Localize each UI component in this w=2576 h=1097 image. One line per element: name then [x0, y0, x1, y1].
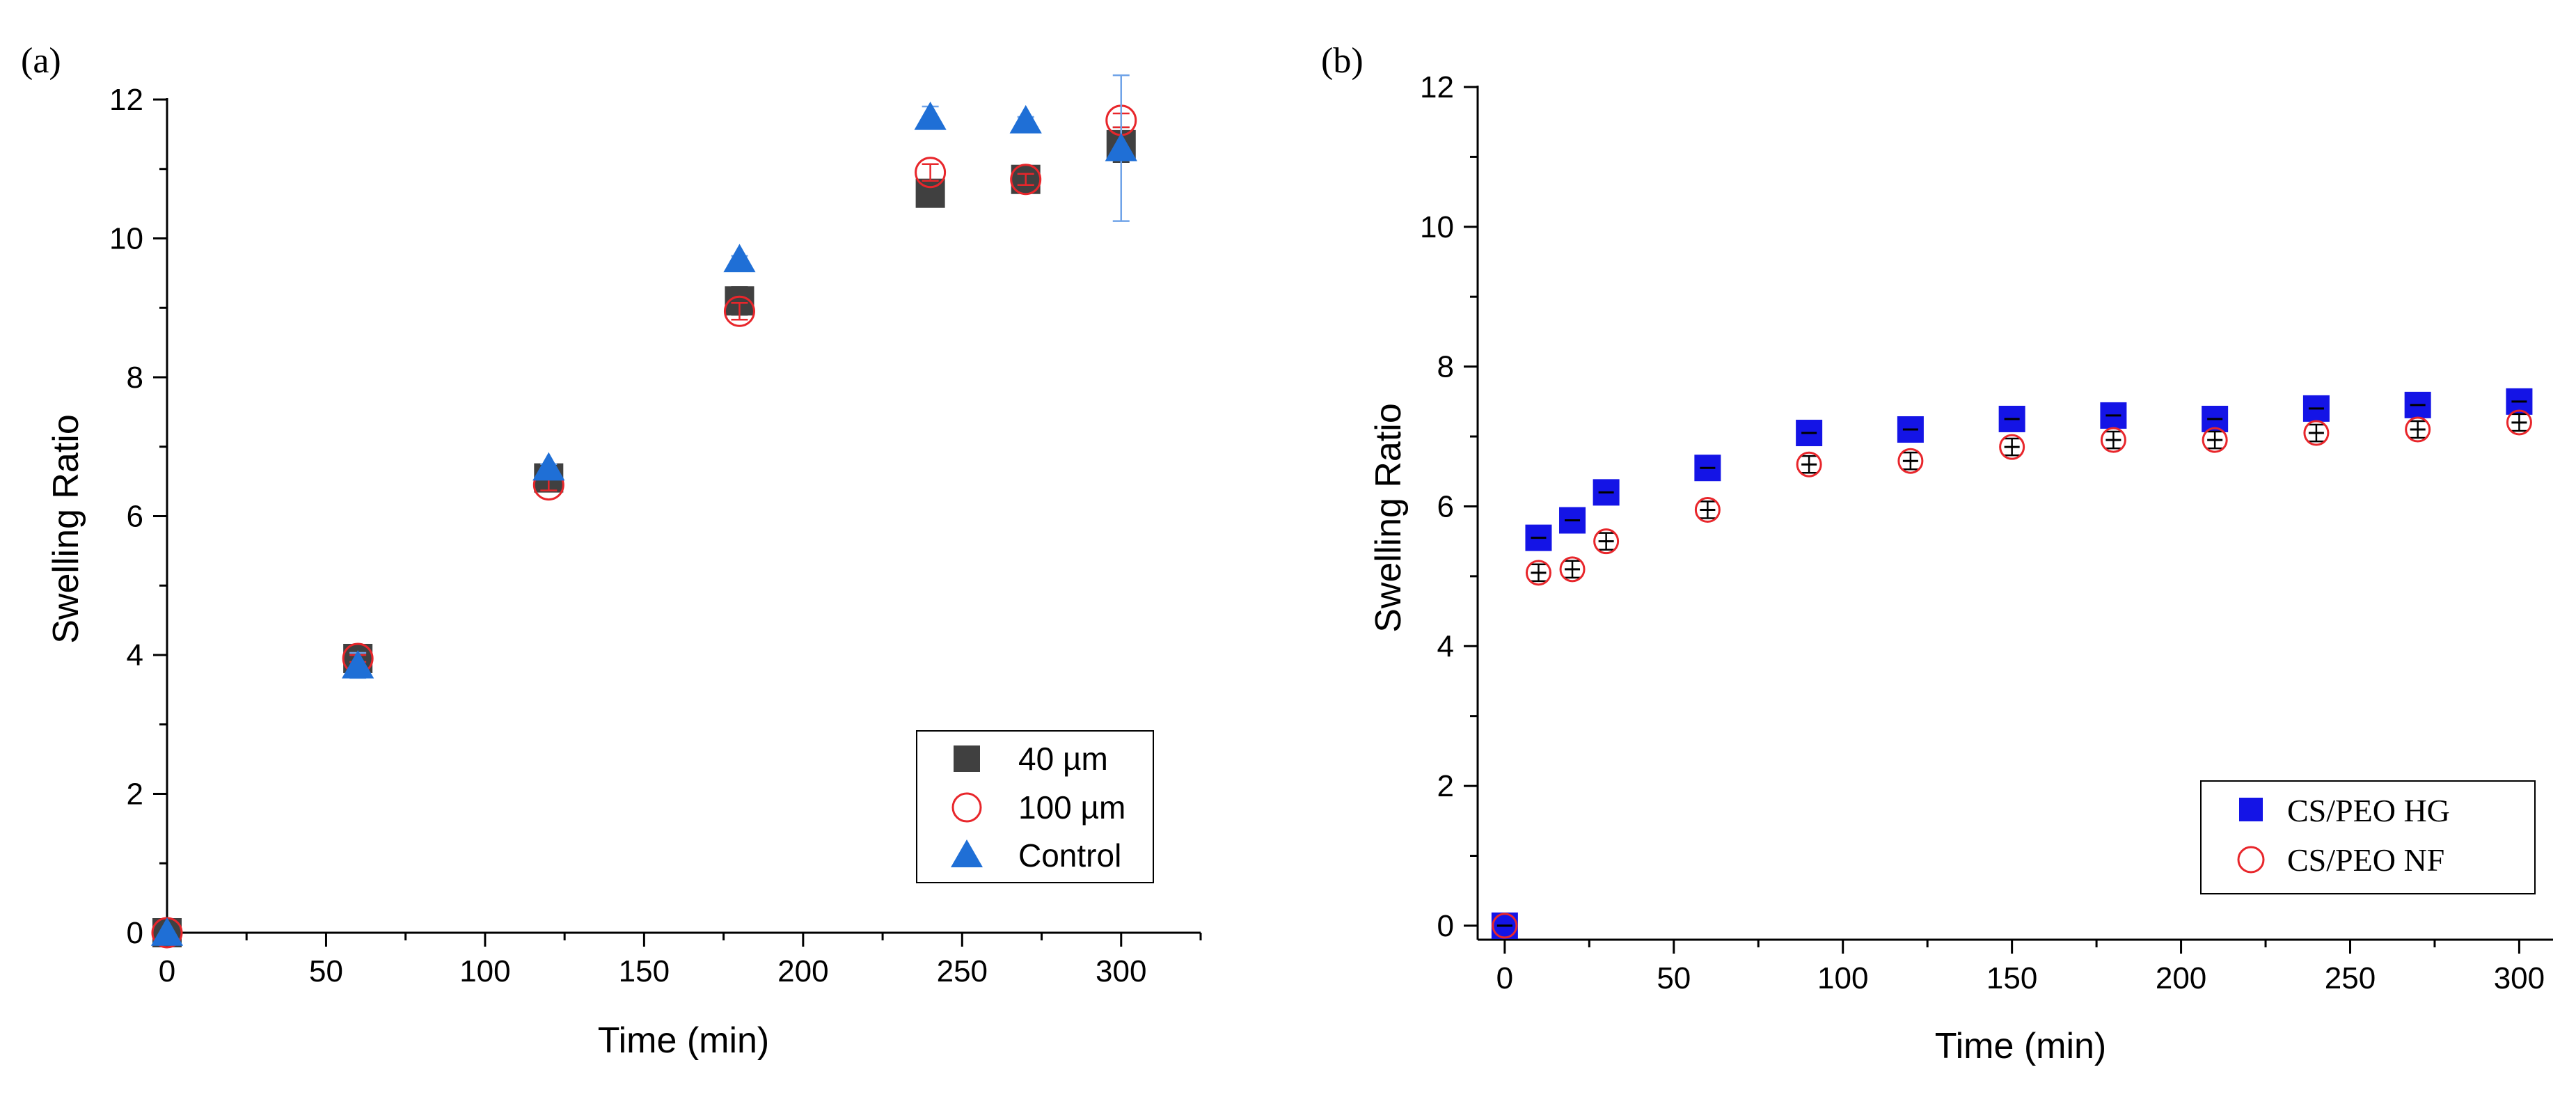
point-control [532, 452, 565, 481]
legend-marker-40um [954, 745, 980, 772]
y-tick-label-a: 0 [127, 916, 143, 950]
y-tick-label-b: 6 [1437, 489, 1454, 523]
chart-panel-a: (a) Swelling Ratio Time (min) 0 50 100 150 2… [21, 41, 1202, 1061]
x-tick-label-b: 100 [1817, 961, 1868, 995]
legend-marker-nf [2237, 846, 2265, 874]
y-tick-label-b: 0 [1437, 909, 1454, 943]
x-axis-title-a: Time (min) [598, 1020, 770, 1061]
point-control [342, 649, 374, 679]
legend-label-nf: CS/PEO NF [2287, 842, 2444, 878]
data-marks-b [1491, 388, 2533, 939]
y-tick-label-a: 10 [109, 222, 143, 256]
x-tick-label-b: 250 [2325, 961, 2376, 995]
y-tick-label-a: 2 [127, 778, 143, 812]
x-tick-label-a: 0 [159, 954, 175, 988]
x-axis-title-b: Time (min) [1935, 1026, 2107, 1066]
y-tick-label-b: 12 [1420, 70, 1454, 104]
y-axis-title-b: Swelling Ratio [1368, 403, 1409, 633]
point-cs-peo-nf [2303, 420, 2330, 446]
y-tick-label-a: 4 [127, 638, 143, 672]
point-cs-peo-nf [1999, 434, 2025, 460]
chart-panel-b: (b) Swelling Ratio Time (min) 0 50 100 150 2… [1321, 41, 2553, 1066]
point-cs-peo-nf [2405, 416, 2431, 443]
x-tick-label-b: 0 [1496, 961, 1513, 995]
axes-a: 0 50 100 150 200 250 300 0 2 4 6 8 10 12 [109, 83, 1202, 988]
panel-label-a: (a) [21, 41, 61, 81]
x-tick-label-b: 200 [2156, 961, 2206, 995]
point-100-m [1010, 164, 1042, 196]
point-control [1009, 104, 1042, 134]
axes-b: 0 50 100 150 200 250 300 0 2 4 6 8 10 12 [1420, 70, 2553, 995]
x-tick-label-b: 50 [1657, 961, 1691, 995]
legend-marker-100um [951, 792, 982, 823]
y-tick-label-a: 12 [109, 83, 143, 117]
series-cs-peo-nf [1492, 409, 2532, 939]
x-tick-label-a: 250 [937, 954, 988, 988]
y-tick-label-b: 10 [1420, 210, 1454, 244]
x-tick-label-b: 150 [1986, 961, 2037, 995]
point-control [150, 917, 184, 946]
series-control [150, 74, 1137, 946]
x-tick-label-a: 200 [777, 954, 828, 988]
legend-label-100um: 100 µm [1018, 789, 1125, 826]
series-cs-peo-hg [1491, 388, 2533, 939]
point-cs-peo-nf [1796, 451, 1822, 478]
point-cs-peo-nf [2100, 427, 2126, 453]
y-tick-label-b: 4 [1437, 629, 1454, 663]
point-cs-peo-nf [1559, 556, 1586, 583]
point-cs-peo-nf [2202, 427, 2228, 453]
y-tick-label-b: 8 [1437, 350, 1454, 384]
point-cs-peo-nf [1525, 560, 1551, 586]
y-tick-label-b: 2 [1437, 769, 1454, 803]
point-control [914, 101, 947, 130]
x-tick-label-a: 50 [309, 954, 343, 988]
point-cs-peo-nf [1897, 448, 1924, 474]
y-tick-label-a: 6 [127, 500, 143, 534]
data-marks-a [150, 74, 1137, 949]
legend-marker-control [951, 839, 983, 867]
point-100-m [723, 295, 755, 327]
legend-marker-hg [2239, 798, 2263, 821]
legend-label-40um: 40 µm [1018, 741, 1108, 777]
point-100-m [915, 157, 947, 189]
legend-b: CS/PEO HG CS/PEO NF [2200, 780, 2536, 894]
point-control [1105, 132, 1137, 161]
x-tick-label-a: 150 [619, 954, 670, 988]
point-cs-peo-nf [1694, 496, 1721, 523]
point-cs-peo-nf [1492, 913, 1518, 939]
y-tick-label-a: 8 [127, 361, 143, 395]
legend-a: 40 µm 100 µm Control [916, 730, 1154, 883]
y-axis-title-a: Swelling Ratio [46, 414, 86, 644]
point-cs-peo-nf [1593, 528, 1620, 555]
point-cs-peo-nf [2506, 409, 2532, 436]
x-tick-label-b: 300 [2494, 961, 2545, 995]
point-control [723, 244, 756, 273]
legend-label-control: Control [1018, 837, 1121, 874]
panel-label-b: (b) [1321, 41, 1364, 81]
legend-label-hg: CS/PEO HG [2287, 793, 2450, 828]
x-tick-label-a: 300 [1096, 954, 1146, 988]
x-tick-label-a: 100 [459, 954, 510, 988]
